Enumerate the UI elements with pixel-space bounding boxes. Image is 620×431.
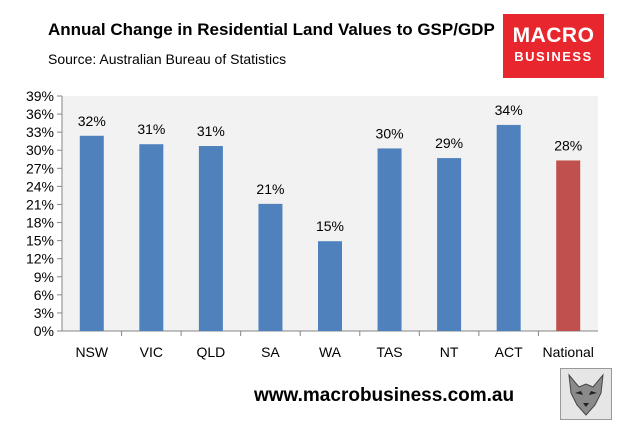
x-tick-label-tas: TAS — [376, 344, 402, 360]
x-tick-label-nsw: NSW — [75, 344, 108, 360]
data-label-wa: 15% — [316, 218, 344, 234]
data-label-nt: 29% — [435, 135, 463, 151]
bar-qld — [198, 146, 223, 331]
y-tick-label: 6% — [34, 287, 54, 303]
x-tick-label-act: ACT — [495, 344, 523, 360]
y-tick-label: 9% — [34, 269, 54, 285]
x-tick-label-wa: WA — [319, 344, 342, 360]
chart-title: Annual Change in Residential Land Values… — [48, 20, 495, 39]
data-label-nsw: 32% — [78, 113, 106, 129]
bar-national — [556, 160, 581, 331]
x-tick-label-sa: SA — [261, 344, 280, 360]
data-label-sa: 21% — [256, 181, 284, 197]
y-tick-label: 21% — [26, 196, 54, 212]
x-tick-label-nt: NT — [440, 344, 459, 360]
footer-url[interactable]: www.macrobusiness.com.au — [254, 385, 515, 406]
y-tick-label: 36% — [26, 106, 54, 122]
data-label-national: 28% — [554, 137, 582, 153]
bar-nt — [437, 158, 462, 331]
x-tick-label-national: National — [543, 344, 594, 360]
y-tick-label: 3% — [34, 305, 54, 321]
logo-line-business: BUSINESS — [514, 49, 593, 64]
y-tick-label: 0% — [34, 323, 54, 339]
x-tick-label-qld: QLD — [196, 344, 225, 360]
y-tick-label: 30% — [26, 142, 54, 158]
wolf-head-icon — [560, 368, 612, 420]
bar-tas — [377, 148, 402, 331]
bar-sa — [258, 203, 283, 331]
y-tick-label: 33% — [26, 124, 54, 140]
data-label-vic: 31% — [137, 121, 165, 137]
bar-nsw — [79, 135, 104, 331]
y-tick-label: 15% — [26, 233, 54, 249]
data-label-act: 34% — [495, 102, 523, 118]
macrobusiness-logo[interactable]: MACRO BUSINESS — [503, 14, 604, 78]
x-tick-label-vic: VIC — [140, 344, 163, 360]
y-tick-label: 24% — [26, 178, 54, 194]
bar-wa — [318, 241, 342, 331]
data-label-qld: 31% — [197, 123, 225, 139]
data-label-tas: 30% — [376, 125, 404, 141]
y-tick-label: 27% — [26, 160, 54, 176]
y-tick-label: 18% — [26, 215, 54, 231]
chart-source: Source: Australian Bureau of Statistics — [48, 51, 287, 67]
y-tick-label: 12% — [26, 251, 54, 267]
y-tick-label: 39% — [26, 88, 54, 104]
bar-vic — [139, 144, 164, 331]
bar-act — [496, 124, 521, 331]
logo-line-macro: MACRO — [512, 24, 595, 47]
